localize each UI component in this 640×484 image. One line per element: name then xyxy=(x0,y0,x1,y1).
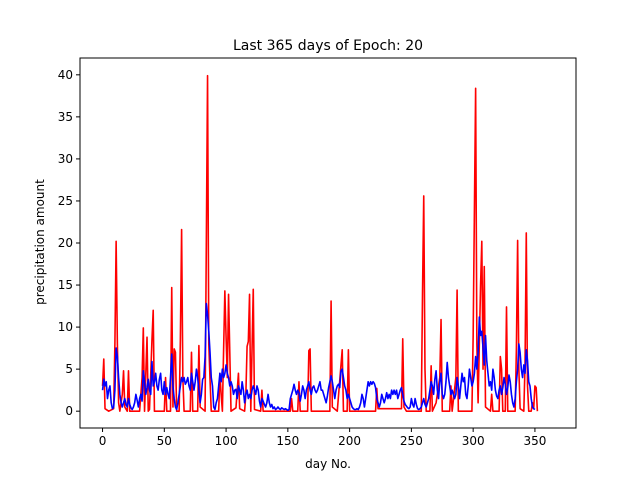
x-tick-label: 200 xyxy=(338,434,361,448)
x-tick-label: 100 xyxy=(215,434,238,448)
x-tick-label: 350 xyxy=(523,434,546,448)
x-tick-label: 50 xyxy=(157,434,172,448)
x-tick-label: 150 xyxy=(276,434,299,448)
series-line-1 xyxy=(101,74,539,412)
y-tick-label: 25 xyxy=(58,194,73,208)
x-tick-label: 0 xyxy=(99,434,107,448)
series-line-2 xyxy=(101,302,536,412)
y-axis-label: precipitation amount xyxy=(33,179,47,305)
axis-ticks: 0 50 100 150 200 250 300 350 0 5 10 15 20 25 30 35 40 xyxy=(58,68,547,448)
y-tick-label: 35 xyxy=(58,110,73,124)
plot-area xyxy=(101,74,539,412)
x-tick-label: 250 xyxy=(400,434,423,448)
y-tick-label: 10 xyxy=(58,320,73,334)
y-tick-label: 0 xyxy=(65,404,73,418)
axes-frame xyxy=(79,57,577,429)
y-tick-label: 15 xyxy=(58,278,73,292)
y-tick-label: 30 xyxy=(58,152,73,166)
y-tick-label: 5 xyxy=(65,362,73,376)
x-tick-label: 300 xyxy=(462,434,485,448)
x-axis-label: day No. xyxy=(305,457,351,471)
y-tick-label: 40 xyxy=(58,68,73,82)
chart-title: Last 365 days of Epoch: 20 xyxy=(233,38,423,54)
y-tick-label: 20 xyxy=(58,236,73,250)
